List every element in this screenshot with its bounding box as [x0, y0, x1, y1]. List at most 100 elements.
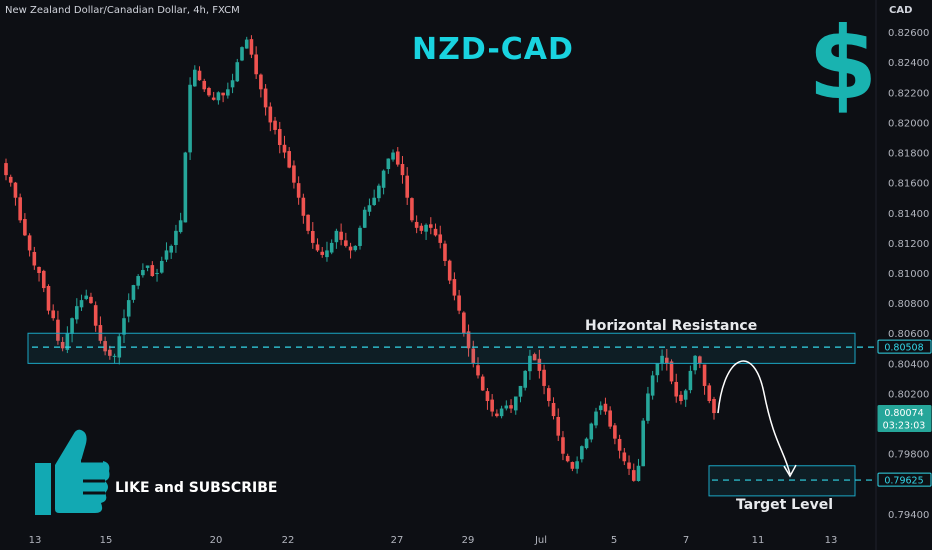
candle — [683, 390, 688, 400]
candle — [249, 39, 254, 55]
candle — [254, 54, 258, 75]
thumbs-up-icon — [35, 429, 110, 515]
candle — [485, 391, 490, 402]
candle — [183, 152, 188, 223]
candle — [561, 437, 565, 454]
candle — [570, 462, 575, 469]
y-tick-label: 0.81600 — [888, 179, 929, 190]
candle — [688, 370, 693, 391]
candle — [636, 465, 641, 482]
candle — [122, 318, 126, 335]
candle — [259, 74, 263, 90]
candle — [306, 214, 310, 231]
candle — [518, 385, 523, 397]
candle — [169, 245, 173, 253]
candle — [197, 70, 202, 81]
candle — [447, 260, 452, 281]
candle — [608, 410, 612, 427]
candle — [650, 375, 655, 396]
candle — [665, 357, 669, 364]
candle — [589, 423, 594, 440]
y-tick-label: 0.80200 — [888, 389, 929, 400]
candle — [490, 399, 494, 412]
x-tick-label: 13 — [29, 535, 42, 546]
candle — [117, 336, 122, 358]
candle — [339, 231, 343, 240]
candle — [301, 197, 306, 216]
candle — [230, 80, 235, 88]
candle — [296, 183, 301, 198]
candle — [207, 87, 211, 96]
candle — [145, 265, 150, 268]
resistance-label: Horizontal Resistance — [585, 318, 758, 334]
y-tick-label: 0.81000 — [888, 269, 929, 280]
y-tick-label: 0.79400 — [888, 510, 929, 521]
candle — [594, 411, 598, 426]
candle — [513, 396, 518, 411]
candle — [575, 461, 579, 469]
candle — [93, 305, 98, 326]
x-tick-label: 7 — [683, 535, 689, 546]
candle — [334, 230, 339, 243]
resistance-price-label: 0.80508 — [884, 343, 923, 354]
candle — [56, 319, 60, 341]
like-subscribe-text[interactable]: LIKE and SUBSCRIBE — [115, 480, 278, 496]
candle — [221, 92, 225, 96]
candle — [631, 470, 636, 481]
candle — [358, 227, 362, 246]
candle — [13, 182, 18, 198]
candle — [598, 405, 603, 411]
x-tick-label: 29 — [462, 535, 475, 546]
y-tick-label: 0.82600 — [888, 28, 929, 39]
candle — [499, 408, 504, 417]
candle — [655, 363, 660, 376]
candle — [70, 318, 74, 334]
y-tick-label: 0.82200 — [888, 88, 929, 99]
candle — [126, 300, 131, 317]
candle — [471, 348, 476, 364]
candle — [509, 405, 513, 409]
candle — [353, 245, 358, 251]
candle — [27, 235, 32, 251]
chart-title: NZD-CAD — [412, 32, 574, 67]
candle — [424, 224, 428, 232]
candle — [405, 175, 409, 198]
current-price-label-countdown: 03:23:03 — [883, 420, 926, 431]
candle — [18, 197, 22, 221]
arrow-head-icon — [783, 464, 797, 478]
candle — [551, 402, 556, 417]
candle — [292, 165, 296, 183]
currency-label: CAD — [889, 5, 913, 16]
candle — [702, 364, 707, 386]
candle — [457, 295, 461, 311]
candle — [282, 144, 287, 153]
candle — [707, 385, 712, 402]
x-tick-label: 27 — [391, 535, 404, 546]
candle — [178, 220, 183, 233]
candle — [367, 205, 372, 212]
projection-arrow — [717, 360, 791, 475]
x-tick-label: 15 — [100, 535, 113, 546]
candle — [381, 170, 386, 188]
candle — [37, 266, 41, 274]
symbol-header[interactable]: New Zealand Dollar/Canadian Dollar, 4h, … — [5, 5, 240, 16]
candle — [391, 152, 395, 160]
y-tick-label: 0.81800 — [888, 149, 929, 160]
candle — [84, 295, 89, 299]
target-price-label: 0.79625 — [884, 476, 923, 487]
target-zone — [708, 465, 856, 497]
candle — [211, 97, 216, 100]
candle — [150, 265, 155, 277]
x-tick-label: 20 — [210, 535, 223, 546]
candle — [131, 285, 136, 300]
candle — [495, 413, 499, 417]
candle — [443, 243, 447, 261]
y-tick-label: 0.80400 — [888, 359, 929, 370]
candle — [216, 92, 221, 101]
candle — [532, 354, 537, 361]
candle — [362, 209, 367, 228]
y-tick-label: 0.79800 — [888, 450, 929, 461]
candle — [452, 279, 457, 296]
candle — [669, 361, 674, 382]
